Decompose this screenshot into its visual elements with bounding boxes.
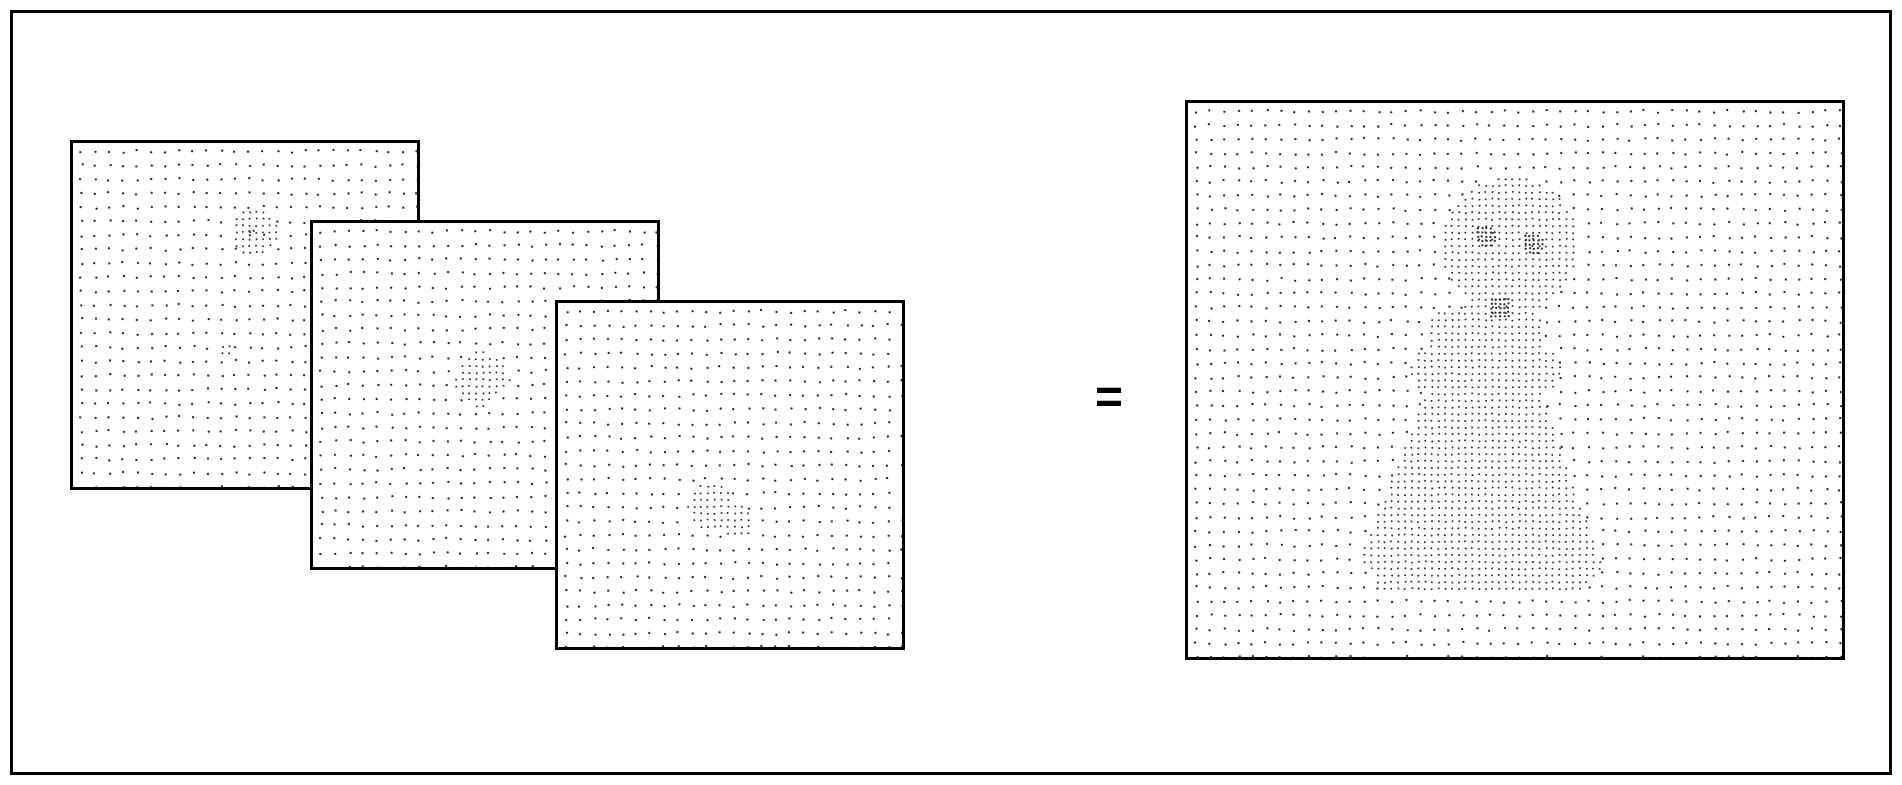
input-panel-3 — [555, 300, 905, 650]
result-panel — [1185, 100, 1845, 660]
dot-field-result — [1188, 103, 1845, 660]
dot-field-panel-3 — [558, 303, 905, 650]
equals-sign: = — [1095, 370, 1123, 425]
